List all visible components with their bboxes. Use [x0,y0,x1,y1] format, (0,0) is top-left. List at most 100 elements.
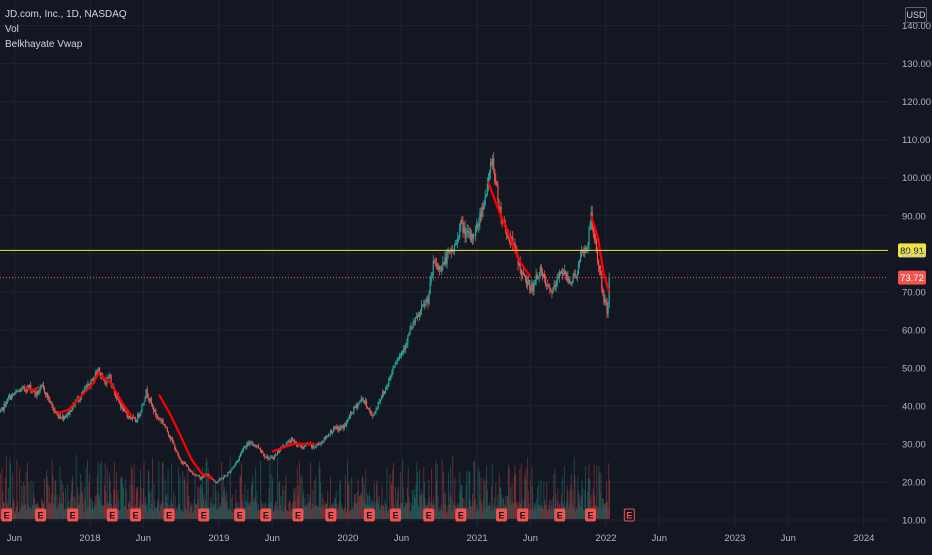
currency-badge[interactable]: USD [905,7,927,23]
candle-body [301,447,302,448]
candle-body [342,426,343,428]
candle-body [293,440,294,441]
symbol-title[interactable]: JD.com, Inc., 1D, NASDAQ [5,7,127,22]
candle-body [533,285,534,292]
candle-body [53,409,54,411]
candle-body [11,395,12,399]
candle-body [357,403,358,407]
candle-body [233,465,234,467]
candle-body [168,432,169,436]
candle-body [569,282,570,283]
candle-body [61,418,62,419]
candle-body [399,355,400,358]
candle-body [129,416,130,417]
candle-body [176,452,177,453]
earnings-marker-label: E [328,511,334,521]
candle-body [314,448,315,449]
candle-body [156,415,157,417]
candle-body [595,240,596,241]
candle-body [41,386,42,387]
candle-body [142,404,143,405]
candle-body [478,224,479,227]
candle-body [271,457,272,458]
candle-body [249,443,250,445]
candle-body [398,358,399,360]
candle-body [348,419,349,420]
x-tick-label: Jun [7,533,22,544]
candle-body [68,412,69,415]
candle-body [577,273,578,276]
candle-body [146,390,147,398]
candle-body [241,451,242,454]
candle-body [367,407,368,408]
candle-body [600,270,601,274]
candle-body [596,240,597,251]
candle-body [426,299,427,301]
candle-body [47,393,48,398]
candle-body [289,441,290,442]
candle-body [6,404,7,407]
candle-body [274,456,275,459]
candle-body [550,290,551,291]
candle-body [67,412,68,415]
candle-body [110,375,111,377]
candle-body [365,401,366,403]
candle-body [105,382,106,383]
volume-indicator-label[interactable]: Vol [5,22,127,37]
candle-body [606,302,607,314]
candle-body [564,271,565,275]
candle-body [594,233,595,239]
candle-body [303,446,304,448]
candle-body [417,316,418,318]
candle-body [141,405,142,412]
candle-body [466,233,467,238]
candle-body [542,272,543,277]
candle-body [332,432,333,433]
candle-body [196,475,197,476]
candle-body [54,411,55,413]
candle-body [379,402,380,403]
candle-body [347,420,348,422]
candle-body [318,444,319,445]
vwap-indicator-label[interactable]: Belkhayate Vwap [5,37,127,52]
y-tick-label: 130.00 [902,59,931,70]
candle-body [7,399,8,404]
candle-body [431,276,432,282]
candle-body [3,407,4,410]
candle-body [539,273,540,276]
candle-body [388,379,389,386]
candle-body [195,475,196,476]
candle-body [8,397,9,398]
candle-body [213,480,214,481]
candle-body [397,360,398,361]
candle-body [440,271,441,272]
candle-body [531,283,532,290]
candle-body [400,355,401,356]
candle-body [9,396,10,397]
candle-body [329,435,330,436]
candle-body [139,414,140,417]
x-tick-label: Jun [523,533,538,544]
candle-body [187,466,188,467]
earnings-marker-label: E [426,511,432,521]
candle-body [482,208,483,209]
earnings-marker-label: E [626,511,632,521]
x-tick-label: Jun [265,533,280,544]
candle-body [259,448,260,449]
candle-body [425,301,426,306]
candle-body [361,398,362,400]
candle-body [232,467,233,468]
candle-body [265,457,266,458]
candle-body [276,455,277,456]
candle-body [339,427,340,429]
candle-body [582,251,583,252]
y-tick-label: 20.00 [902,477,926,488]
candle-body [476,224,477,228]
candle-body [40,387,41,391]
candle-body [248,443,249,446]
candle-body [374,413,375,415]
candle-body [356,404,357,407]
